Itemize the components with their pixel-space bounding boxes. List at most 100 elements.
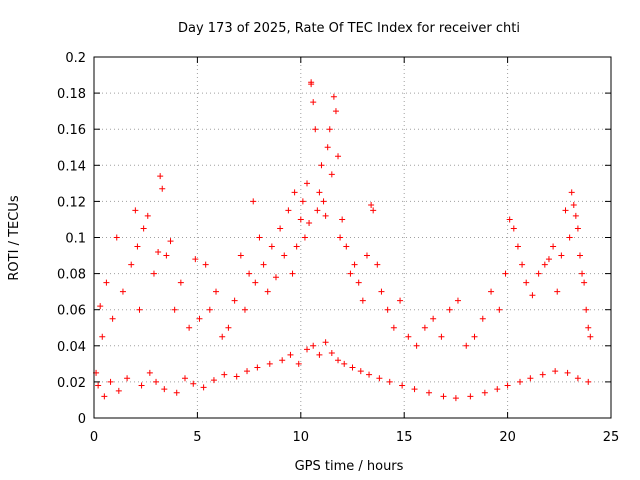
- y-tick-label: 0.2: [65, 51, 86, 66]
- data-point: [287, 351, 294, 358]
- data-point: [134, 243, 141, 250]
- data-point: [272, 274, 279, 281]
- y-tick-label: 0.04: [57, 340, 86, 355]
- data-point: [138, 382, 145, 389]
- data-point: [488, 288, 495, 295]
- data-point: [504, 382, 511, 389]
- x-tick-label: 5: [193, 430, 201, 445]
- y-tick-label: 0: [78, 412, 86, 427]
- data-point: [322, 212, 329, 219]
- data-point: [231, 297, 238, 304]
- y-tick-labels: 0 0.02 0.04 0.06 0.08 0.1 0.12 0.14 0.16 0.18 0.2: [57, 51, 86, 427]
- data-point: [529, 292, 536, 299]
- data-point: [304, 180, 311, 187]
- data-point: [440, 393, 447, 400]
- data-point: [113, 234, 120, 241]
- y-tick-label: 0.14: [57, 159, 86, 174]
- data-point: [297, 216, 304, 223]
- plot-frame: [93, 56, 612, 419]
- y-tick-label: 0.1: [65, 232, 86, 247]
- data-point: [320, 198, 327, 205]
- data-point: [250, 198, 257, 205]
- data-point: [579, 270, 586, 277]
- data-point: [322, 339, 329, 346]
- data-point: [153, 378, 160, 385]
- data-point: [279, 357, 286, 364]
- data-point: [146, 369, 153, 376]
- data-point: [341, 360, 348, 367]
- y-tick-label: 0.16: [57, 123, 86, 138]
- y-tick-label: 0.12: [57, 195, 86, 210]
- data-point: [370, 207, 377, 214]
- data-point: [570, 202, 577, 209]
- data-point: [397, 297, 404, 304]
- data-point: [256, 234, 263, 241]
- data-point: [378, 288, 385, 295]
- data-point: [128, 261, 135, 268]
- data-point: [167, 238, 174, 245]
- y-tick-label: 0.08: [57, 268, 86, 283]
- data-point: [295, 360, 302, 367]
- data-point: [289, 270, 296, 277]
- data-point: [517, 378, 524, 385]
- data-points: [93, 79, 594, 402]
- data-point: [568, 189, 575, 196]
- data-point: [471, 333, 478, 340]
- data-point: [426, 389, 433, 396]
- data-point: [252, 279, 259, 286]
- data-point: [181, 375, 188, 382]
- data-point: [310, 342, 317, 349]
- data-point: [132, 207, 139, 214]
- data-point: [413, 342, 420, 349]
- data-point: [157, 173, 164, 180]
- x-tick-label: 10: [293, 430, 310, 445]
- data-point: [281, 252, 288, 259]
- data-point: [330, 93, 337, 100]
- data-point: [196, 315, 203, 322]
- data-point: [467, 393, 474, 400]
- data-point: [293, 243, 300, 250]
- x-tick-label: 0: [90, 430, 98, 445]
- data-point: [574, 225, 581, 232]
- data-point: [119, 288, 126, 295]
- data-point: [337, 234, 344, 241]
- x-tick-label: 25: [603, 430, 620, 445]
- x-tick-label: 15: [396, 430, 413, 445]
- data-point: [206, 306, 213, 313]
- data-point: [264, 288, 271, 295]
- data-point: [576, 252, 583, 259]
- data-point: [349, 364, 356, 371]
- data-point: [254, 364, 261, 371]
- data-point: [277, 225, 284, 232]
- data-point: [202, 261, 209, 268]
- data-point: [124, 375, 131, 382]
- data-point: [225, 324, 232, 331]
- data-point: [237, 252, 244, 259]
- data-point: [384, 306, 391, 313]
- data-point: [585, 324, 592, 331]
- data-point: [335, 153, 342, 160]
- data-point: [150, 270, 157, 277]
- data-point: [496, 306, 503, 313]
- data-point: [562, 207, 569, 214]
- data-point: [566, 234, 573, 241]
- data-point: [221, 371, 228, 378]
- data-point: [161, 386, 168, 393]
- data-point: [299, 198, 306, 205]
- data-point: [366, 371, 373, 378]
- data-point: [386, 378, 393, 385]
- y-axis-label: ROTI / TECUs: [7, 195, 22, 280]
- data-point: [136, 306, 143, 313]
- x-tick-labels: 0 5 10 15 20 25: [90, 430, 619, 445]
- data-point: [343, 243, 350, 250]
- data-point: [587, 333, 594, 340]
- data-point: [246, 270, 253, 277]
- data-point: [359, 297, 366, 304]
- data-point: [177, 279, 184, 286]
- data-point: [318, 162, 325, 169]
- data-point: [115, 387, 122, 394]
- data-point: [210, 377, 217, 384]
- data-point: [357, 368, 364, 375]
- data-point: [244, 368, 251, 375]
